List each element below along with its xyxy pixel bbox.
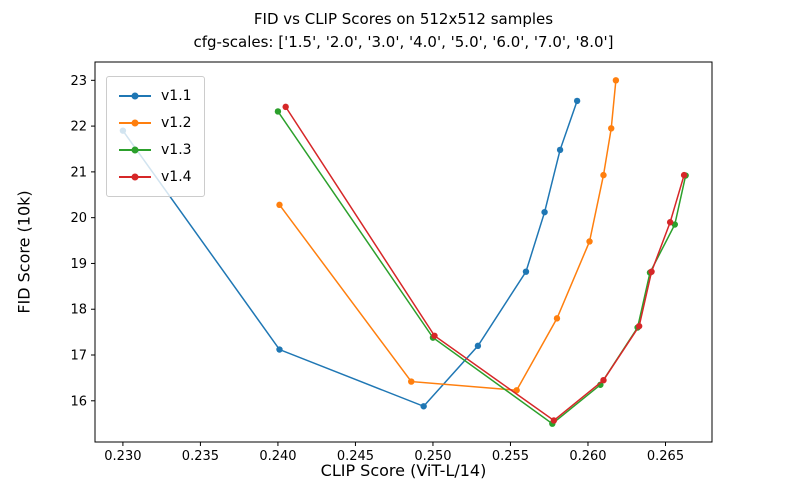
x-tick-label: 0.250 <box>414 449 451 464</box>
x-tick-label: 0.260 <box>569 449 606 464</box>
x-tick-label: 0.265 <box>647 449 684 464</box>
y-tick-label: 23 <box>70 74 87 89</box>
data-point-v1.1 <box>556 146 564 154</box>
legend-label: v1.1 <box>161 88 192 104</box>
legend-marker-dot <box>131 92 139 100</box>
x-tick-label: 0.230 <box>104 449 141 464</box>
legend-label: v1.3 <box>161 142 192 158</box>
y-tick-label: 21 <box>70 165 87 180</box>
data-point-v1.2 <box>513 387 520 394</box>
data-point-v1.2 <box>408 378 415 385</box>
y-axis-label: FID Score (10k) <box>14 190 34 314</box>
data-point-v1.4 <box>600 376 607 384</box>
data-point-v1.1 <box>420 403 427 410</box>
data-point-v1.2 <box>612 77 620 84</box>
chart-title: FID vs CLIP Scores on 512x512 samples <box>253 10 554 28</box>
data-point-v1.1 <box>573 97 581 105</box>
data-point-v1.3 <box>274 108 282 115</box>
legend-item-v1.4: v1.4 <box>119 168 192 186</box>
chart-subtitle: cfg-scales: ['1.5', '2.0', '3.0', '4.0',… <box>193 33 614 51</box>
series-line-v1.3 <box>277 111 687 425</box>
legend-line-sample <box>119 173 151 181</box>
plot-border <box>94 61 713 443</box>
legend-marker-dot <box>131 146 139 154</box>
data-point-v1.1 <box>541 208 548 216</box>
x-axis-label: CLIP Score (ViT-L/14) <box>320 461 487 480</box>
data-point-v1.1 <box>474 342 482 350</box>
legend-marker-dot <box>131 173 139 181</box>
data-point-v1.4 <box>282 103 289 111</box>
legend-line-sample <box>119 92 151 100</box>
x-tick-label: 0.255 <box>492 449 529 464</box>
legend-label: v1.2 <box>161 115 192 131</box>
y-tick-label: 16 <box>70 394 87 409</box>
data-point-v1.4 <box>431 332 438 339</box>
legend-line-sample <box>119 146 151 154</box>
series-line-v1.2 <box>278 80 617 392</box>
x-tick-label: 0.245 <box>337 449 374 464</box>
legend-item-v1.3: v1.3 <box>119 141 192 159</box>
data-point-v1.1 <box>522 268 530 275</box>
series-line-v1.1 <box>122 100 578 408</box>
data-point-v1.2 <box>600 171 607 179</box>
data-point-v1.1 <box>276 346 283 353</box>
data-point-v1.2 <box>586 238 593 245</box>
data-point-v1.2 <box>553 315 561 322</box>
y-tick-label: 19 <box>70 257 87 272</box>
chart-title-block: FID vs CLIP Scores on 512x512 samples cf… <box>95 8 712 54</box>
data-point-v1.4 <box>550 417 558 424</box>
series-line-v1.4 <box>285 106 685 422</box>
y-tick-label: 22 <box>70 120 87 135</box>
y-tick-label: 17 <box>70 349 87 364</box>
x-tick-label: 0.235 <box>182 449 219 464</box>
legend-item-v1.1: v1.1 <box>119 87 192 105</box>
x-tick-label: 0.240 <box>259 449 296 464</box>
data-point-v1.4 <box>680 171 688 179</box>
y-tick-label: 20 <box>70 211 87 226</box>
data-point-v1.4 <box>648 268 655 275</box>
legend-label: v1.4 <box>161 169 192 185</box>
data-point-v1.2 <box>608 125 615 132</box>
legend-item-v1.2: v1.2 <box>119 114 192 132</box>
data-point-v1.4 <box>635 322 643 330</box>
legend-marker-dot <box>131 119 139 127</box>
data-point-v1.2 <box>276 201 283 209</box>
y-tick-label: 18 <box>70 303 87 318</box>
legend: v1.1 v1.2 v1.3 v1.4 <box>106 76 205 197</box>
data-point-v1.4 <box>666 219 674 226</box>
legend-line-sample <box>119 119 151 127</box>
